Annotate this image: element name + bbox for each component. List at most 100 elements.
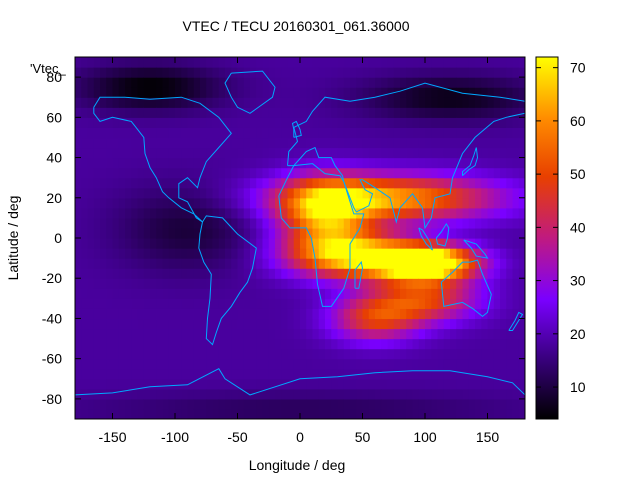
heatmap-cell <box>75 57 82 68</box>
heatmap-cell <box>268 268 276 279</box>
heatmap-cell <box>512 127 520 139</box>
heatmap-cell <box>443 338 451 350</box>
heatmap-cell <box>512 398 520 410</box>
heatmap-cell <box>356 328 364 340</box>
heatmap-cell <box>368 408 376 419</box>
heatmap-cell <box>300 207 307 219</box>
heatmap-cell <box>118 238 126 249</box>
heatmap-cell <box>212 147 220 159</box>
heatmap-cell <box>350 87 357 98</box>
heatmap-cell <box>281 408 289 419</box>
heatmap-cell <box>412 147 420 159</box>
heatmap-cell <box>456 288 464 299</box>
heatmap-cell <box>250 67 257 78</box>
heatmap-cell <box>381 328 389 340</box>
heatmap-cell <box>381 388 389 400</box>
heatmap-cell <box>406 358 414 370</box>
heatmap-cell <box>418 227 426 239</box>
heatmap-cell <box>431 77 439 88</box>
heatmap-cell <box>243 328 251 340</box>
heatmap-cell <box>368 77 376 88</box>
heatmap-cell <box>168 388 176 400</box>
heatmap-cell <box>187 368 195 380</box>
heatmap-cell <box>143 87 151 98</box>
heatmap-cell <box>131 378 139 390</box>
heatmap-cell <box>518 137 525 149</box>
heatmap-cell <box>456 147 464 159</box>
heatmap-cell <box>381 147 389 159</box>
heatmap-cell <box>437 207 445 219</box>
heatmap-cell <box>243 338 251 350</box>
heatmap-cell <box>293 207 301 219</box>
heatmap-cell <box>487 77 495 88</box>
heatmap-cell <box>462 248 470 259</box>
heatmap-cell <box>193 378 201 390</box>
heatmap-cell <box>337 57 345 68</box>
heatmap-cell <box>487 388 495 400</box>
heatmap-cell <box>137 97 145 108</box>
heatmap-cell <box>500 167 507 179</box>
heatmap-cell <box>400 328 407 340</box>
heatmap-cell <box>200 77 207 88</box>
heatmap-cell <box>306 217 314 229</box>
heatmap-cell <box>481 117 489 128</box>
heatmap-cell <box>306 258 314 269</box>
heatmap-cell <box>387 388 395 400</box>
heatmap-cell <box>225 368 232 380</box>
heatmap-cell <box>343 97 351 108</box>
heatmap-cell <box>131 177 139 189</box>
heatmap-cell <box>300 368 307 380</box>
colorbar-tick-label: 70 <box>570 60 586 76</box>
heatmap-cell <box>293 358 301 370</box>
heatmap-cell <box>218 77 226 88</box>
heatmap-cell <box>387 408 395 419</box>
heatmap-cell <box>500 318 507 330</box>
heatmap-cell <box>175 388 182 400</box>
heatmap-cell <box>100 57 107 68</box>
heatmap-cell <box>368 57 376 68</box>
heatmap-cell <box>393 328 401 340</box>
heatmap-cell <box>143 77 151 88</box>
heatmap-cell <box>506 117 514 128</box>
heatmap-cell <box>193 197 201 209</box>
heatmap-cell <box>481 238 489 249</box>
heatmap-cell <box>275 57 282 68</box>
heatmap-cell <box>443 187 451 199</box>
heatmap-cell <box>493 137 501 149</box>
heatmap-cell <box>456 408 464 419</box>
heatmap-cell <box>243 217 251 229</box>
heatmap-cell <box>318 268 326 279</box>
heatmap-cell <box>156 398 164 410</box>
heatmap-cell <box>443 127 451 139</box>
heatmap-cell <box>468 378 476 390</box>
heatmap-cell <box>143 328 151 340</box>
heatmap-cell <box>181 238 189 249</box>
heatmap-cell <box>181 268 189 279</box>
heatmap-cell <box>431 408 439 419</box>
heatmap-cell <box>400 258 407 269</box>
heatmap-cell <box>250 278 257 289</box>
heatmap-cell <box>350 157 357 169</box>
heatmap-cell <box>175 147 182 159</box>
heatmap-cell <box>87 107 95 118</box>
heatmap-cell <box>131 388 139 400</box>
heatmap-cell <box>400 227 407 239</box>
heatmap-cell <box>225 67 232 78</box>
heatmap-cell <box>181 358 189 370</box>
heatmap-cell <box>131 107 139 118</box>
heatmap-cell <box>468 248 476 259</box>
heatmap-cell <box>293 77 301 88</box>
heatmap-cell <box>237 368 245 380</box>
heatmap-cell <box>325 107 332 118</box>
heatmap-cell <box>187 308 195 320</box>
heatmap-cell <box>343 227 351 239</box>
heatmap-cell <box>300 278 307 289</box>
heatmap-cell <box>137 358 145 370</box>
heatmap-cell <box>406 398 414 410</box>
heatmap-cell <box>337 378 345 390</box>
heatmap-cell <box>312 388 320 400</box>
heatmap-cell <box>368 177 376 189</box>
heatmap-cell <box>412 318 420 330</box>
heatmap-cell <box>343 177 351 189</box>
heatmap-cell <box>293 187 301 199</box>
